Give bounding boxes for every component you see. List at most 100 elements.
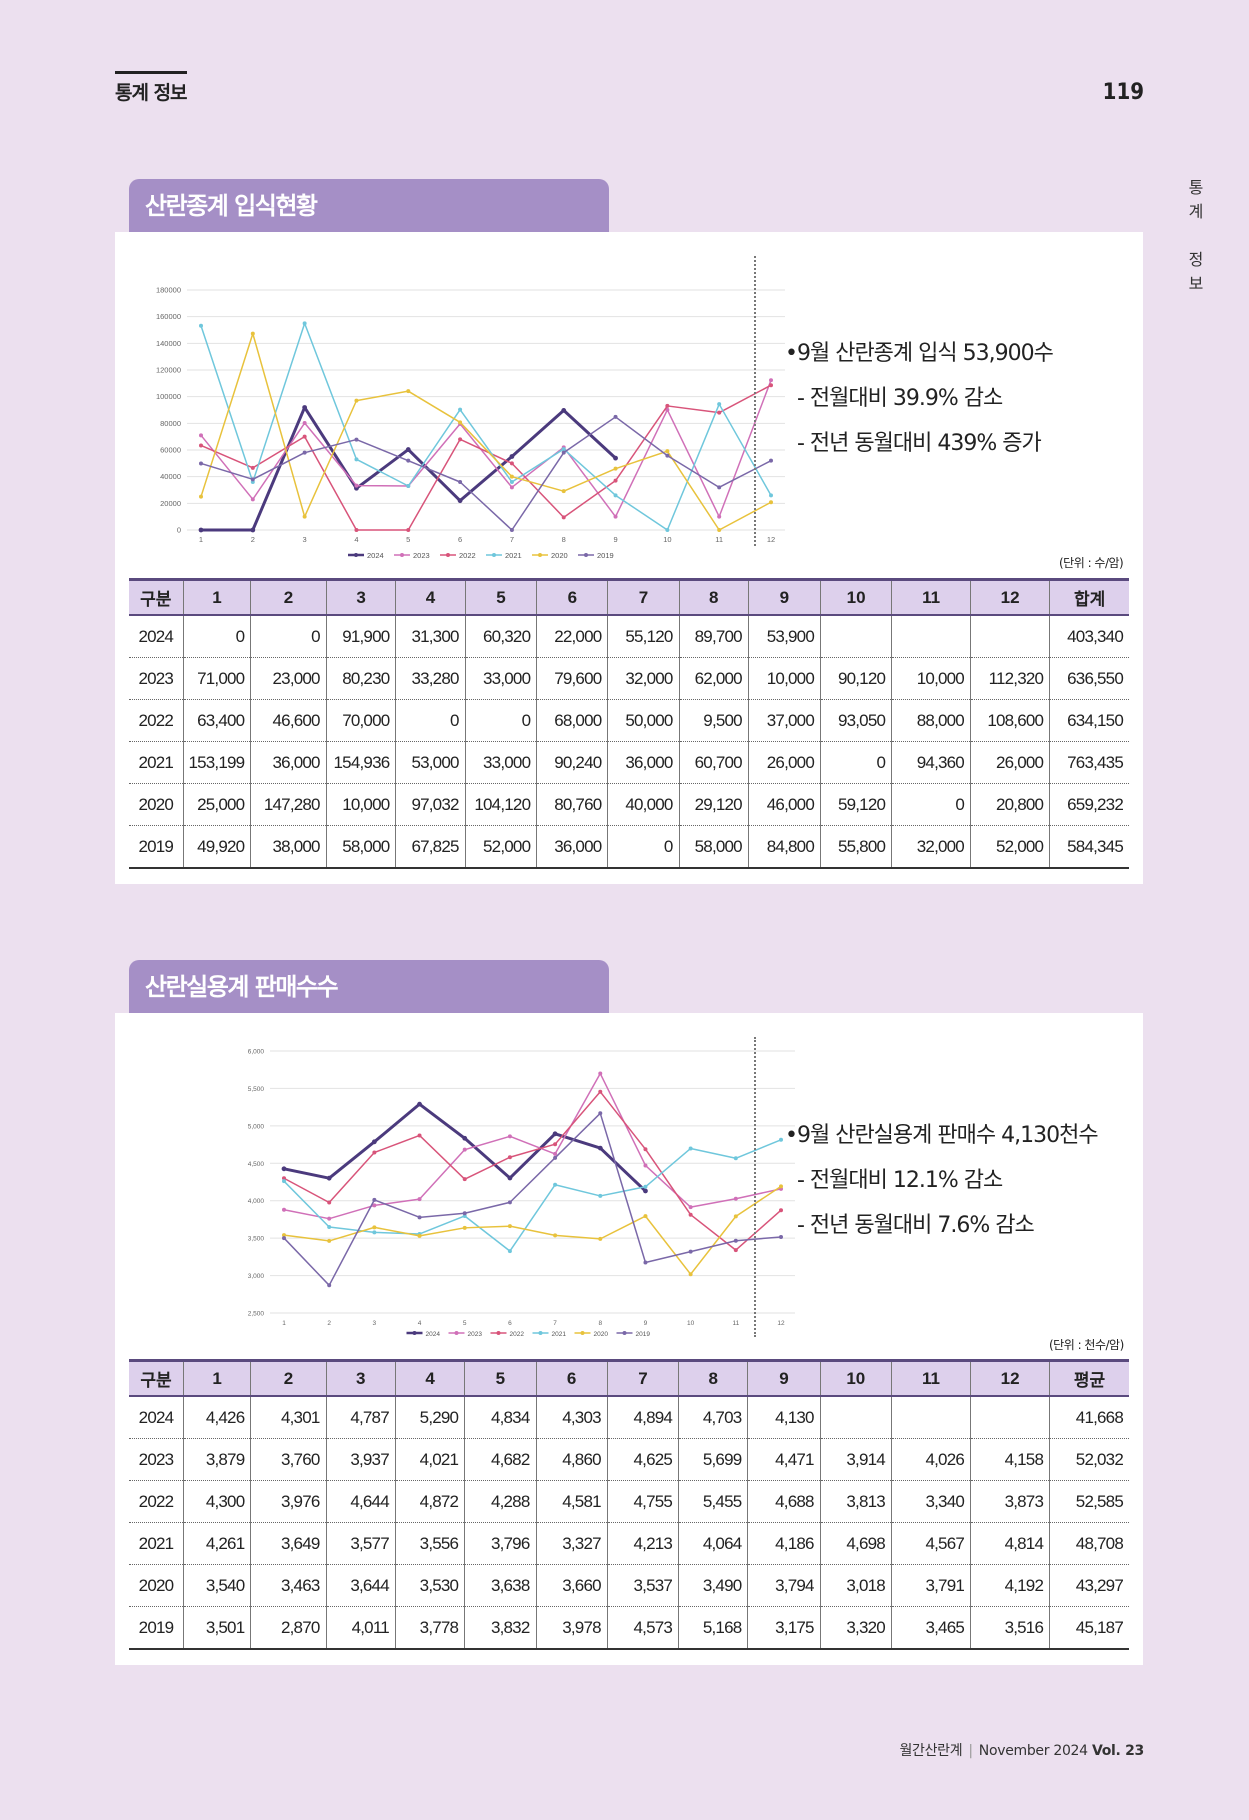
footer-magazine: 월간산란계 xyxy=(899,1743,963,1759)
y-tick-label: 160000 xyxy=(156,312,181,321)
y-tick-label: 20000 xyxy=(160,499,181,508)
table-cell: 154,936 xyxy=(325,741,396,784)
data-point-2020 xyxy=(665,449,670,454)
side-label: 통 계 정 보 xyxy=(1186,176,1206,296)
data-point-2021 xyxy=(327,1224,332,1229)
data-point-2020 xyxy=(327,1238,332,1243)
data-point-2023 xyxy=(643,1163,648,1168)
table-cell: 26,000 xyxy=(969,741,1050,784)
table-cell: 4,130 xyxy=(747,1396,821,1439)
table-cell: 3,556 xyxy=(394,1522,465,1565)
table-cell: 0 xyxy=(464,699,537,742)
row-year-cell: 2019 xyxy=(129,1606,184,1650)
table-header-cell: 11 xyxy=(891,578,971,616)
table-cell: 90,120 xyxy=(819,657,892,700)
table-cell: 3,873 xyxy=(970,1480,1050,1523)
table-cell: 3,320 xyxy=(819,1606,892,1650)
table-cell: 38,000 xyxy=(250,825,327,869)
table-cell: 37,000 xyxy=(747,699,821,742)
y-tick-label: 2,500 xyxy=(248,1311,265,1318)
x-tick-label: 8 xyxy=(562,535,566,544)
data-point-2023 xyxy=(688,1205,693,1210)
data-point-2024 xyxy=(302,405,308,410)
side-label-char: 보 xyxy=(1188,274,1204,293)
page-number: 119 xyxy=(1102,80,1144,105)
x-tick-label: 10 xyxy=(687,1320,695,1327)
legend-marker-2024 xyxy=(354,553,358,557)
data-point-2023 xyxy=(199,433,203,438)
table-header-cell: 3 xyxy=(325,578,396,616)
table-cell: 3,340 xyxy=(890,1480,971,1523)
data-point-2023 xyxy=(733,1196,738,1201)
x-tick-label: 5 xyxy=(406,535,410,544)
series-line-2023 xyxy=(283,1072,782,1220)
legend-label-2021: 2021 xyxy=(552,1331,567,1337)
table-cell xyxy=(819,615,892,658)
table-cell: 4,894 xyxy=(606,1396,679,1439)
data-point-2021 xyxy=(665,528,670,532)
data-point-2024 xyxy=(552,1131,558,1137)
series-line-2021 xyxy=(200,322,772,531)
data-point-2024 xyxy=(281,1166,287,1172)
table-cell: 4,834 xyxy=(464,1396,536,1439)
table-header-cell: 12 xyxy=(969,578,1050,616)
x-tick-label: 11 xyxy=(715,535,723,544)
data-point-2020 xyxy=(458,420,463,425)
line-chart-breeder-stocking: 0 20000 40000 60000 80000 100000 120000 140000 1… xyxy=(156,286,785,560)
table-cell: 4,688 xyxy=(747,1480,821,1523)
table-cell: 403,340 xyxy=(1049,615,1129,658)
table-cell: 636,550 xyxy=(1049,657,1129,700)
data-point-2019 xyxy=(613,414,618,419)
data-point-2024 xyxy=(509,454,515,459)
table-cell: 23,000 xyxy=(250,657,327,700)
data-point-2020 xyxy=(462,1225,467,1230)
table-cell: 33,000 xyxy=(464,741,537,784)
y-tick-label: 140000 xyxy=(156,339,181,348)
data-point-2022 xyxy=(688,1212,693,1217)
row-year-cell: 2021 xyxy=(129,741,184,784)
data-point-2021 xyxy=(199,323,203,328)
data-point-2021 xyxy=(282,1179,286,1184)
data-point-2022 xyxy=(406,528,411,532)
table-header-cell: 3 xyxy=(325,1359,396,1397)
data-point-2024 xyxy=(198,527,204,533)
table-cell: 79,600 xyxy=(536,657,608,700)
data-point-2023 xyxy=(553,1151,558,1156)
table-cell: 93,050 xyxy=(819,699,892,742)
x-tick-label: 3 xyxy=(303,535,307,544)
table-cell: 3,018 xyxy=(819,1564,892,1607)
y-tick-label: 3,000 xyxy=(248,1273,265,1280)
y-tick-label: 0 xyxy=(177,526,181,535)
legend-marker-2021 xyxy=(538,1331,543,1335)
table-cell: 3,778 xyxy=(394,1606,465,1650)
series-line-2019 xyxy=(283,1112,782,1287)
legend-marker-2024 xyxy=(412,1331,417,1335)
table-header-cell: 8 xyxy=(678,1359,748,1397)
table-cell: 3,794 xyxy=(747,1564,821,1607)
data-point-2019 xyxy=(509,528,514,532)
table-cell: 84,800 xyxy=(747,825,821,869)
data-point-2020 xyxy=(717,528,722,532)
data-point-2022 xyxy=(769,383,773,388)
header-rule xyxy=(115,71,187,74)
footer-volume: Vol. 23 xyxy=(1091,1743,1144,1759)
data-point-2023 xyxy=(302,421,307,426)
data-point-2022 xyxy=(613,478,618,483)
unit-label: (단위 : 천수/암) xyxy=(1049,1338,1124,1352)
data-point-2020 xyxy=(733,1214,738,1219)
row-year-cell: 2024 xyxy=(129,1396,184,1439)
table-cell: 10,000 xyxy=(325,783,396,826)
data-point-2020 xyxy=(417,1233,422,1238)
table-cell: 584,345 xyxy=(1049,825,1129,869)
legend-label-2020: 2020 xyxy=(594,1331,609,1337)
table-cell: 112,320 xyxy=(969,657,1050,700)
data-point-2021 xyxy=(507,1249,512,1254)
table-row: 2022 63,400 46,600 70,000 0 0 68,000 50,000 9,50… xyxy=(129,699,1129,742)
data-point-2024 xyxy=(561,408,567,413)
table-cell: 3,501 xyxy=(182,1606,251,1650)
table-cell: 88,000 xyxy=(891,699,971,742)
card-breeder-stocking: 0 20000 40000 60000 80000 100000 120000 140000 1… xyxy=(115,232,1143,884)
table-row: 2019 3,501 2,870 4,011 3,778 3,832 3,978 4,573 5… xyxy=(129,1606,1129,1650)
data-point-2022 xyxy=(733,1248,738,1253)
table-cell: 43,297 xyxy=(1049,1564,1129,1607)
